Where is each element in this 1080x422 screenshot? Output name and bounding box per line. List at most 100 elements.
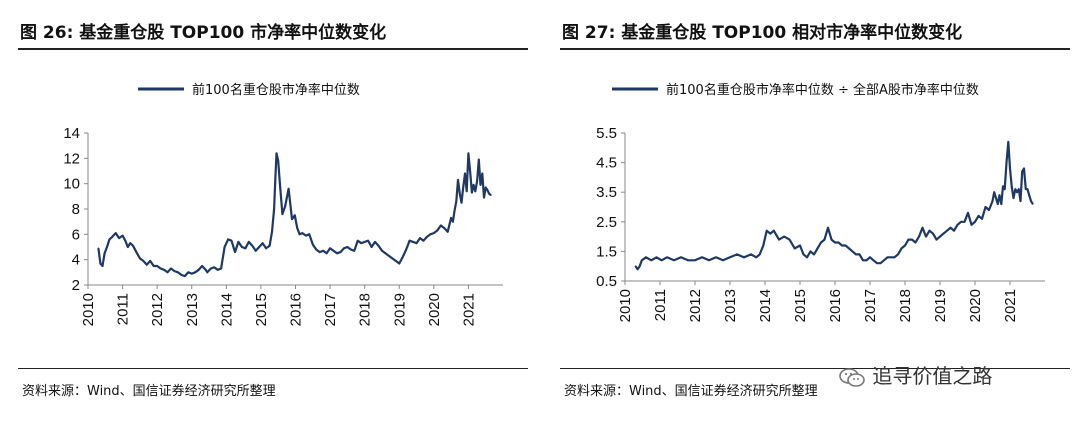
x-tick-label: 2021 xyxy=(1002,289,1019,322)
data-point xyxy=(216,269,219,271)
data-point xyxy=(271,231,273,233)
data-point xyxy=(277,160,280,162)
data-point xyxy=(275,152,278,155)
watermark-text: 追寻价值之路 xyxy=(872,364,993,388)
data-point xyxy=(762,244,765,247)
data-point xyxy=(708,259,710,262)
data-point xyxy=(1010,185,1013,188)
data-point xyxy=(149,260,151,262)
x-tick-label: 2014 xyxy=(218,293,235,326)
data-point xyxy=(974,221,976,223)
data-point xyxy=(206,271,209,274)
data-point xyxy=(869,256,871,259)
data-point xyxy=(391,257,394,260)
data-point xyxy=(788,238,791,241)
data-point xyxy=(981,218,983,220)
y-tick-label: 1.5 xyxy=(596,243,617,260)
data-point xyxy=(715,256,717,259)
data-point xyxy=(886,256,889,259)
data-point xyxy=(478,158,480,161)
data-point xyxy=(750,253,752,256)
title-rule xyxy=(560,48,1070,50)
data-point xyxy=(291,218,293,220)
x-tick-label: 2020 xyxy=(967,289,984,322)
data-point xyxy=(97,247,100,250)
data-point xyxy=(488,193,491,195)
data-point xyxy=(956,224,959,226)
data-point xyxy=(433,232,435,234)
data-point xyxy=(1018,188,1020,190)
data-point xyxy=(851,250,854,253)
data-point xyxy=(1019,200,1022,202)
data-point xyxy=(970,224,973,226)
y-tick-label: 14 xyxy=(63,125,80,142)
data-point xyxy=(455,200,458,203)
data-point xyxy=(452,220,454,223)
data-point xyxy=(395,260,397,262)
data-point xyxy=(666,256,668,259)
data-point xyxy=(967,212,969,214)
data-point xyxy=(268,244,271,247)
data-point xyxy=(139,257,141,260)
data-point xyxy=(1002,185,1004,188)
y-tick-label: 2.5 xyxy=(596,214,617,231)
data-point xyxy=(925,235,927,238)
legend-label: 前100名重仓股市净率中位数 ÷ 全部A股市净率中位数 xyxy=(666,82,979,98)
data-point xyxy=(405,248,408,251)
data-point xyxy=(911,238,913,241)
data-point xyxy=(132,244,134,247)
data-point xyxy=(820,241,822,244)
data-point xyxy=(363,241,366,243)
data-point xyxy=(844,244,847,247)
data-point xyxy=(932,232,934,235)
data-point xyxy=(823,238,826,241)
y-tick-label: 2 xyxy=(72,277,80,294)
data-point xyxy=(118,237,120,239)
data-point xyxy=(660,259,663,262)
data-point xyxy=(701,256,703,259)
x-tick-label: 2018 xyxy=(357,293,374,326)
data-point xyxy=(223,246,226,248)
data-point xyxy=(484,186,487,189)
data-point xyxy=(837,241,840,244)
wechat-icon xyxy=(838,367,866,389)
y-tick-label: 5.5 xyxy=(596,125,617,142)
data-point xyxy=(443,227,446,229)
x-tick-label: 2016 xyxy=(827,289,844,322)
data-point xyxy=(254,250,257,252)
data-point xyxy=(634,265,637,267)
x-tick-label: 2018 xyxy=(897,289,914,322)
data-point xyxy=(778,238,780,241)
data-point xyxy=(636,268,639,270)
data-point xyxy=(346,246,349,248)
data-point xyxy=(694,259,696,262)
x-tick-label: 2019 xyxy=(391,293,408,326)
data-point xyxy=(332,250,335,252)
data-point xyxy=(1025,188,1027,190)
data-point xyxy=(862,259,864,262)
data-point xyxy=(963,221,966,223)
data-point xyxy=(273,208,275,210)
data-point xyxy=(893,256,896,259)
data-point xyxy=(177,271,179,274)
x-tick-label: 2015 xyxy=(792,289,809,322)
data-point xyxy=(279,182,281,185)
data-point xyxy=(101,265,104,267)
data-point xyxy=(1007,141,1010,143)
data-point xyxy=(201,265,203,267)
data-point xyxy=(872,259,875,262)
data-point xyxy=(412,241,414,243)
data-point xyxy=(281,213,284,215)
y-tick-label: 10 xyxy=(63,176,80,193)
data-point xyxy=(490,194,492,196)
data-point xyxy=(227,238,229,241)
data-point xyxy=(953,229,955,232)
data-point xyxy=(325,252,328,255)
data-point xyxy=(374,241,376,243)
data-point xyxy=(991,200,994,202)
data-point xyxy=(827,226,829,229)
data-point xyxy=(722,259,724,262)
data-point xyxy=(773,229,775,232)
data-point xyxy=(415,242,418,244)
x-tick-label: 2014 xyxy=(757,289,774,322)
